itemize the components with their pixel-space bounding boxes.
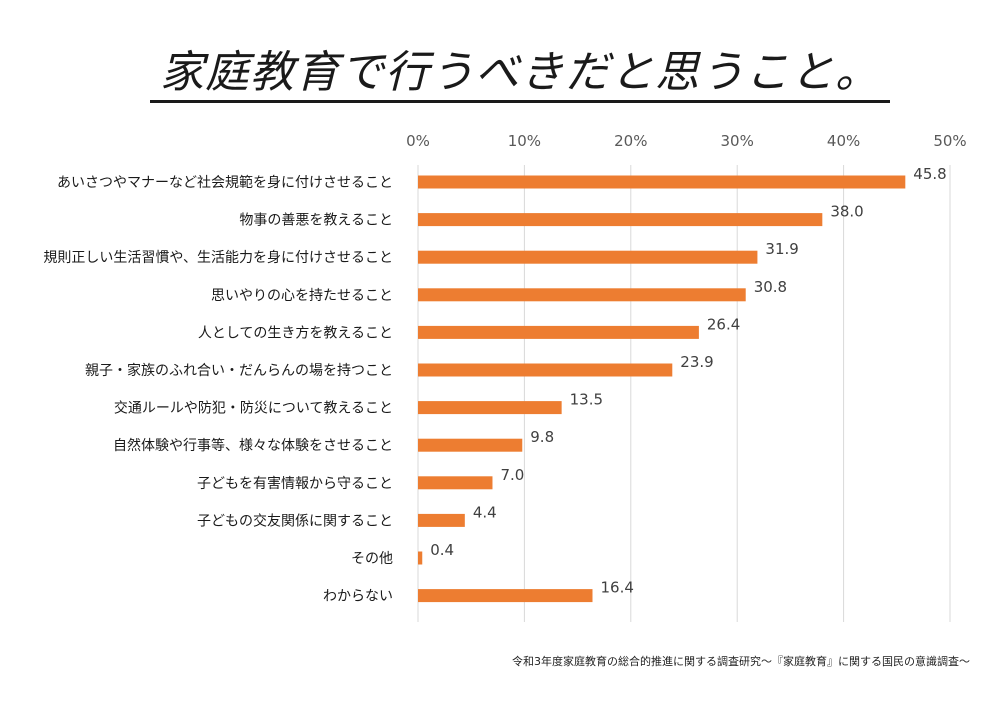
- x-tick-label: 50%: [933, 132, 966, 150]
- bar: [418, 250, 758, 264]
- category-label: わからない: [323, 589, 393, 605]
- chart-title: 家庭教育で行うべきだと思うこと。: [160, 47, 880, 98]
- data-label: 0.4: [430, 541, 454, 559]
- data-label: 16.4: [600, 579, 633, 597]
- bar: [418, 476, 493, 490]
- category-label: その他: [351, 551, 393, 567]
- category-label: 思いやりの心を持たせること: [211, 288, 393, 304]
- category-label: 交通ルールや防犯・防災について教えること: [114, 400, 393, 417]
- bar: [418, 325, 699, 339]
- data-label: 38.0: [830, 203, 863, 221]
- category-label: 規則正しい生活習慣や、生活能力を身に付けさせること: [43, 249, 393, 266]
- bar: [418, 175, 906, 189]
- category-label: 親子・家族のふれ合い・だんらんの場を持つこと: [85, 362, 393, 379]
- bar: [418, 288, 746, 302]
- data-label: 4.4: [473, 503, 497, 521]
- x-tick-label: 10%: [508, 132, 541, 150]
- category-label: 物事の善悪を教えること: [239, 213, 393, 229]
- bar: [418, 213, 823, 227]
- bar: [418, 363, 673, 377]
- data-label: 23.9: [680, 353, 713, 371]
- bar: [418, 551, 423, 565]
- data-label: 45.8: [913, 165, 946, 183]
- data-label: 30.8: [754, 278, 787, 296]
- bar: [418, 438, 523, 452]
- data-label: 7.0: [500, 466, 524, 484]
- bar: [418, 589, 593, 603]
- title-underline: [150, 100, 890, 103]
- data-label: 9.8: [530, 428, 554, 446]
- data-label: 31.9: [765, 240, 798, 258]
- category-label: 子どもの交友関係に関すること: [197, 512, 393, 529]
- category-label: 子どもを有害情報から守ること: [197, 476, 393, 492]
- source-note: 令和3年度家庭教育の総合的推進に関する調査研究～『家庭教育』に関する国民の意識調…: [512, 655, 970, 668]
- category-label: 人としての生き方を教えること: [198, 325, 393, 341]
- bar: [418, 401, 562, 415]
- data-label: 26.4: [707, 315, 740, 333]
- x-tick-label: 20%: [614, 132, 647, 150]
- category-label: あいさつやマナーなど社会規範を身に付けさせること: [57, 174, 393, 191]
- x-tick-label: 40%: [827, 132, 860, 150]
- data-label: 13.5: [570, 391, 603, 409]
- category-label: 自然体験や行事等、様々な体験をさせること: [113, 437, 393, 454]
- x-tick-label: 30%: [721, 132, 754, 150]
- x-tick-label: 0%: [406, 132, 430, 150]
- bar: [418, 513, 465, 527]
